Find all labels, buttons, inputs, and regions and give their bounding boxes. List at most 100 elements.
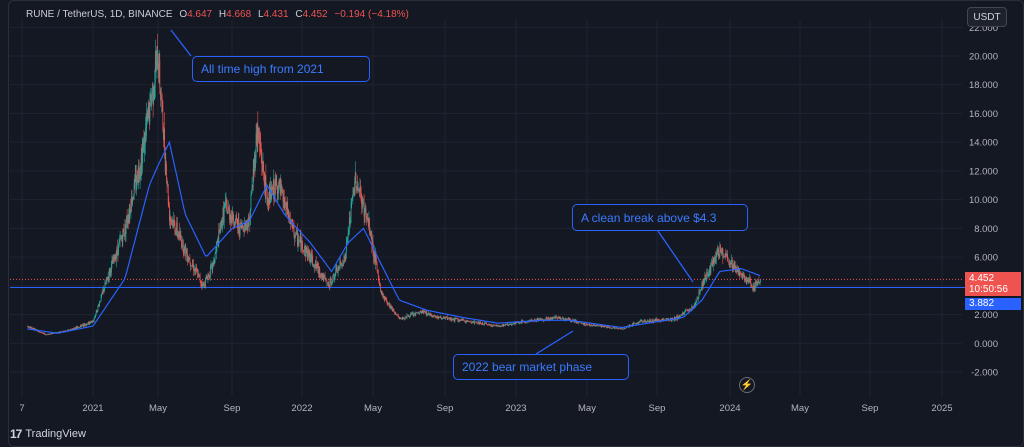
candle-body [269,190,271,203]
candle-body [661,319,663,320]
candle-body [80,325,82,327]
candle-body [218,229,220,246]
candle-body [601,325,603,328]
candle-body [684,311,685,316]
candle-body [536,318,538,321]
candle-body [592,324,594,326]
candle-body [452,318,453,320]
candle-body [464,321,466,322]
candle-body [164,129,166,154]
candle-body [191,265,193,266]
candle-body [595,325,597,327]
candle-body [111,263,112,273]
candle-body [435,316,437,317]
candle-body [181,246,183,248]
candle-body [294,235,295,239]
candle-body [481,323,483,325]
candle-body [532,319,533,321]
x-axis: 7 2021 May Sep 2022 May Sep 2023 May Sep 2024 May Se… [19,403,952,414]
candle-body [554,317,556,318]
candle-body [154,61,156,83]
candle-body [648,321,649,322]
candle-body [344,256,345,258]
candle-body [253,154,255,172]
candle-body [748,277,749,282]
candle-body [245,224,247,228]
candle-body [598,325,600,327]
tradingview-logo[interactable]: 17 TradingView [10,427,86,441]
candle-body [365,208,367,216]
candle-body [746,279,748,281]
candle-body [658,319,660,321]
candle-body [744,275,745,280]
candle-body [457,318,459,322]
candle-body [331,283,332,285]
candle-body [428,312,430,315]
candle-body [752,287,753,289]
candle-body [178,233,179,239]
candle-body [303,249,305,251]
candle-body [590,324,592,326]
candle-body [343,263,344,266]
candle-body [693,306,695,307]
candle-body [621,328,623,329]
lightning-icon[interactable]: ⚡ [739,377,755,393]
candle-body [533,318,535,321]
annotation-pointers [170,29,694,355]
breakout-annotation[interactable]: A clean break above $4.3 [572,204,748,231]
candle-body [98,304,99,306]
candle-body [145,127,147,129]
symbol-legend[interactable]: RUNE / TetherUS, 1D, BINANCE O4.647 H4.6… [26,9,409,20]
change-value: −0.194 (−4.18%) [334,9,409,20]
candle-body [753,283,755,289]
candle-body [202,282,204,286]
candle-body [584,322,586,326]
candle-body [470,321,472,322]
candle-body [549,318,551,320]
candle-body [88,324,90,325]
candle-body [372,240,374,251]
candle-body [502,325,504,327]
candle-body [572,319,574,321]
candle-body [504,325,506,326]
candle-body [280,183,282,193]
candle-body [334,277,335,280]
candle-body [665,318,667,321]
candle-body [448,317,450,319]
candle-body [260,143,262,153]
candle-body [679,315,681,318]
currency-button[interactable]: USDT [967,7,1007,27]
candle-body [366,215,367,220]
candle-body [178,231,180,239]
bear-annotation[interactable]: 2022 bear market phase [453,354,629,380]
candle-body [441,318,442,320]
candle-body [388,303,390,307]
candle-body [697,297,699,299]
candle-body [564,318,566,321]
candle-body [742,274,744,278]
candle-body [338,268,340,269]
candle-body [255,157,256,168]
candle-body [577,323,579,324]
candle-body [153,97,155,102]
candle-body [138,166,140,174]
candle-body [509,324,511,325]
candle-body [746,280,748,283]
candle-body [680,315,682,316]
candle-body [219,232,221,233]
candle-body [443,317,445,319]
candle-body [118,242,120,245]
candle-body [324,275,326,279]
candle-body [211,263,213,270]
candle-body [270,186,271,203]
candle-body [277,193,279,195]
candle-body [330,278,331,282]
ath-annotation[interactable]: All time high from 2021 [192,56,370,82]
candle-body [305,247,307,257]
candle-body [395,313,397,315]
candle-body [188,258,190,260]
candle-body [354,173,356,183]
candle-body [431,315,433,317]
candle-body [604,326,606,328]
